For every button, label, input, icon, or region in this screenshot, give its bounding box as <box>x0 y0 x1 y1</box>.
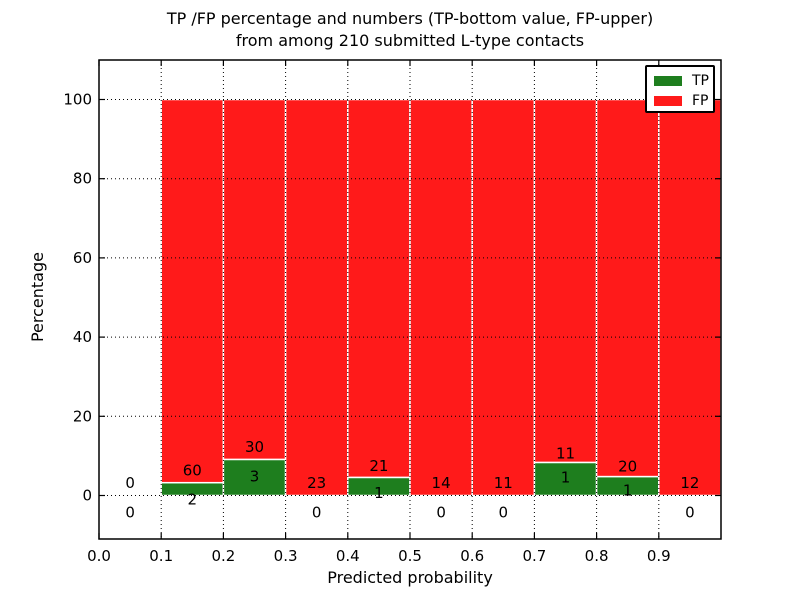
x-tick-label: 0.6 <box>460 547 484 565</box>
y-tick-label: 100 <box>63 91 92 109</box>
chart-title: TP /FP percentage and numbers (TP-bottom… <box>20 8 800 52</box>
fp-count-label: 20 <box>618 458 637 476</box>
tp-bar <box>222 458 287 497</box>
tp-count-label: 2 <box>188 490 198 508</box>
tp-count-label: 0 <box>685 504 695 522</box>
y-tick-label: 60 <box>73 249 92 267</box>
fp-count-label: 11 <box>494 474 513 492</box>
x-tick-label: 0.5 <box>398 547 422 565</box>
tp-count-label: 0 <box>499 504 509 522</box>
tp-count-label: 0 <box>312 504 322 522</box>
x-tick-label: 0.7 <box>522 547 546 565</box>
fp-count-label: 60 <box>183 462 202 480</box>
x-tick-label: 0.9 <box>647 547 671 565</box>
fp-legend-swatch-icon <box>654 96 682 106</box>
chart-title-line2: from among 210 submitted L-type contacts <box>235 31 585 50</box>
fp-bar <box>595 98 660 478</box>
y-tick-label: 80 <box>73 170 92 188</box>
x-axis-label: Predicted probability <box>327 568 493 587</box>
fp-bar <box>222 98 287 461</box>
fp-bar <box>533 98 598 464</box>
tp-count-label: 1 <box>561 469 571 487</box>
y-tick-label: 0 <box>82 487 92 505</box>
fp-bar <box>284 98 349 497</box>
fp-bar <box>160 98 225 484</box>
legend-item-fp: FP <box>647 91 713 111</box>
x-tick-label: 0.3 <box>274 547 298 565</box>
fp-bar <box>347 98 411 479</box>
fp-count-label: 30 <box>245 438 264 456</box>
tp-count-label: 1 <box>623 482 633 500</box>
tp-count-label: 1 <box>374 484 384 502</box>
x-tick-label: 0.2 <box>211 547 235 565</box>
legend: TP FP <box>645 65 715 113</box>
x-tick-label: 0.4 <box>336 547 360 565</box>
legend-item-tp: TP <box>647 71 713 91</box>
legend-label-fp: FP <box>692 93 709 109</box>
fp-count-label: 23 <box>307 474 326 492</box>
fp-count-label: 0 <box>125 474 135 492</box>
legend-label-tp: TP <box>692 73 709 89</box>
tp-count-label: 0 <box>436 504 446 522</box>
tp-count-label: 3 <box>250 467 260 485</box>
fp-bar <box>409 98 473 497</box>
chart-title-line1: TP /FP percentage and numbers (TP-bottom… <box>166 9 654 28</box>
fp-bar <box>471 98 536 497</box>
y-tick-label: 20 <box>73 407 92 425</box>
fp-bar <box>658 98 722 497</box>
tp-legend-swatch-icon <box>654 76 682 86</box>
x-tick-label: 0.1 <box>149 547 173 565</box>
x-tick-label: 0.0 <box>87 547 111 565</box>
x-tick-label: 0.8 <box>585 547 609 565</box>
fp-count-label: 12 <box>680 474 699 492</box>
fp-count-label: 21 <box>369 457 388 475</box>
fp-count-label: 14 <box>432 474 451 492</box>
y-tick-label: 40 <box>73 328 92 346</box>
tp-count-label: 0 <box>125 504 135 522</box>
fp-count-label: 11 <box>556 445 575 463</box>
